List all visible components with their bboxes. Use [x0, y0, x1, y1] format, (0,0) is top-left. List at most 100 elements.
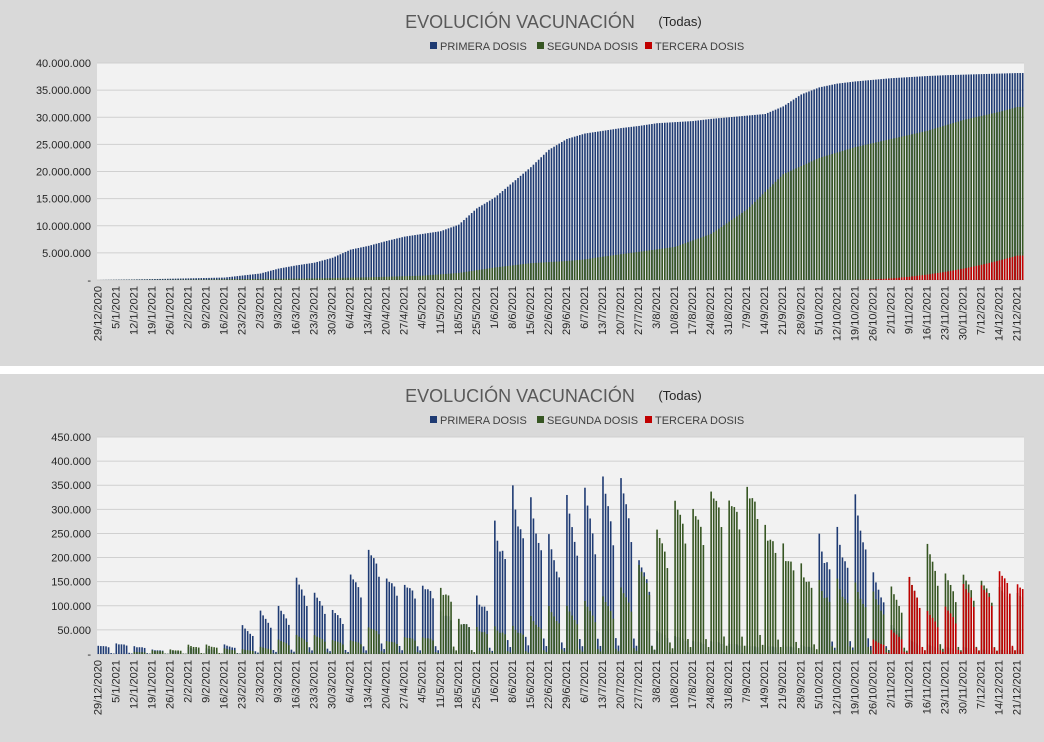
- bar: [676, 509, 679, 654]
- bar: [241, 625, 244, 654]
- bar: [833, 153, 836, 280]
- bar: [766, 540, 769, 654]
- bar: [985, 592, 988, 654]
- bar: [329, 651, 331, 654]
- bar: [602, 130, 604, 280]
- x-tick-label: 16/3/2021: [291, 660, 303, 709]
- bar: [859, 598, 862, 654]
- bar: [978, 116, 980, 280]
- bar: [550, 612, 553, 654]
- bar: [630, 542, 633, 654]
- bar: [944, 606, 947, 654]
- bar: [424, 589, 427, 654]
- bar: [782, 174, 785, 280]
- bar: [942, 648, 944, 654]
- bar: [143, 279, 146, 280]
- bar: [499, 266, 501, 280]
- x-tick-label: 29/6/2021: [561, 660, 573, 709]
- bar: [429, 275, 432, 280]
- bar: [944, 125, 947, 280]
- bar: [965, 589, 967, 654]
- bar: [975, 117, 978, 280]
- bar: [334, 613, 336, 654]
- bar: [321, 260, 324, 280]
- bar: [344, 652, 347, 654]
- bar: [290, 652, 293, 654]
- y-tick-label: 300.000: [51, 504, 91, 516]
- bar: [764, 524, 767, 654]
- bar: [607, 130, 609, 280]
- bar: [555, 571, 558, 654]
- bar: [398, 645, 401, 654]
- bar: [746, 209, 748, 280]
- bar: [275, 651, 277, 654]
- x-tick-label: 20/7/2021: [615, 286, 627, 335]
- bar: [130, 279, 133, 280]
- bar: [797, 648, 800, 654]
- bar: [203, 279, 205, 280]
- y-tick-label: 350.000: [51, 480, 91, 492]
- bar: [187, 278, 190, 280]
- bar: [195, 278, 197, 280]
- bar: [741, 116, 743, 280]
- bar: [813, 160, 815, 280]
- bar: [936, 585, 939, 654]
- bar: [231, 279, 233, 280]
- bar: [568, 260, 571, 280]
- bar: [535, 162, 537, 280]
- bar: [393, 586, 396, 654]
- bar: [380, 276, 383, 280]
- bar: [514, 629, 517, 654]
- bar: [921, 275, 924, 280]
- bar: [398, 652, 401, 654]
- bar: [635, 650, 638, 654]
- bar: [383, 652, 385, 654]
- bar: [416, 234, 419, 280]
- bar: [898, 137, 900, 280]
- cumulative-chart-panel: EVOLUCIÓN VACUNACIÓN (Todas) PRIMERA DOSIS…: [0, 0, 1044, 366]
- bar: [318, 278, 321, 280]
- bar: [692, 508, 694, 654]
- bar: [694, 239, 697, 280]
- y-tick-label: 150.000: [51, 577, 91, 589]
- bar: [298, 264, 300, 280]
- bar: [666, 568, 669, 654]
- bar: [862, 145, 864, 280]
- bar: [625, 253, 627, 280]
- bar: [888, 278, 890, 280]
- bar: [931, 273, 934, 280]
- bar: [210, 279, 213, 280]
- bar: [697, 519, 700, 654]
- bar: [373, 558, 375, 654]
- chart-filter-label: (Todas): [658, 388, 701, 403]
- bar: [715, 118, 718, 280]
- x-tick-label: 12/1/2021: [128, 286, 140, 335]
- bar: [208, 277, 210, 280]
- x-tick-label: 9/2/2021: [200, 660, 212, 703]
- bar: [463, 624, 465, 654]
- bar: [267, 278, 270, 280]
- bar: [396, 644, 398, 654]
- bar: [854, 494, 857, 654]
- bar: [512, 182, 514, 280]
- bar: [362, 646, 365, 654]
- bar: [880, 644, 882, 654]
- bar: [295, 634, 298, 654]
- legend-label: PRIMERA DOSIS: [440, 41, 527, 53]
- bar: [620, 254, 622, 280]
- bar: [857, 591, 859, 654]
- bar: [540, 628, 542, 654]
- bar: [615, 254, 617, 280]
- bar: [599, 651, 602, 654]
- bar: [967, 118, 970, 280]
- bar: [354, 277, 357, 280]
- bar: [851, 650, 854, 654]
- bar: [118, 644, 120, 654]
- bar: [918, 275, 921, 280]
- bar: [154, 650, 156, 654]
- bar: [151, 650, 154, 654]
- bar: [772, 184, 774, 280]
- bar: [625, 597, 627, 654]
- bar: [627, 518, 630, 654]
- legend-label: PRIMERA DOSIS: [440, 415, 527, 427]
